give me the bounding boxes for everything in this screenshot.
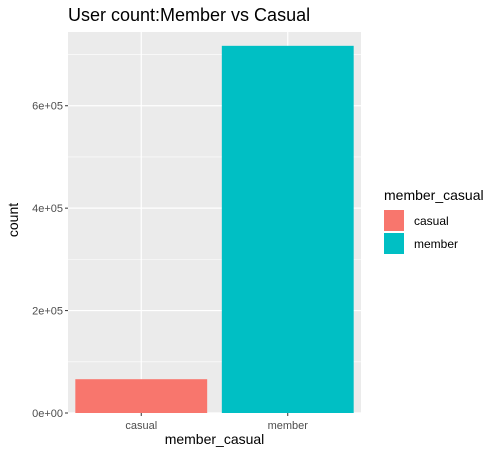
legend-key-member — [384, 233, 404, 254]
y-tick-label: 2e+05 — [32, 306, 63, 318]
legend-title: member_casual — [384, 187, 484, 203]
x-tick-label: casual — [125, 420, 157, 432]
y-tick-label: 6e+05 — [32, 101, 63, 113]
x-axis-title: member_casual — [165, 431, 265, 447]
chart-title: User count:Member vs Casual — [68, 5, 310, 25]
bar-member — [221, 45, 354, 414]
x-tick-label: member — [268, 420, 309, 432]
bar-casual — [75, 379, 208, 413]
y-axis-title: count — [5, 203, 21, 237]
legend-label-casual: casual — [414, 214, 449, 228]
y-tick-label: 0e+00 — [32, 408, 63, 420]
y-tick-label: 4e+05 — [32, 203, 63, 215]
legend-label-member: member — [414, 237, 458, 251]
legend: member_casual casual member — [384, 187, 484, 254]
legend-key-casual — [384, 210, 404, 231]
plot-panel — [68, 32, 361, 414]
